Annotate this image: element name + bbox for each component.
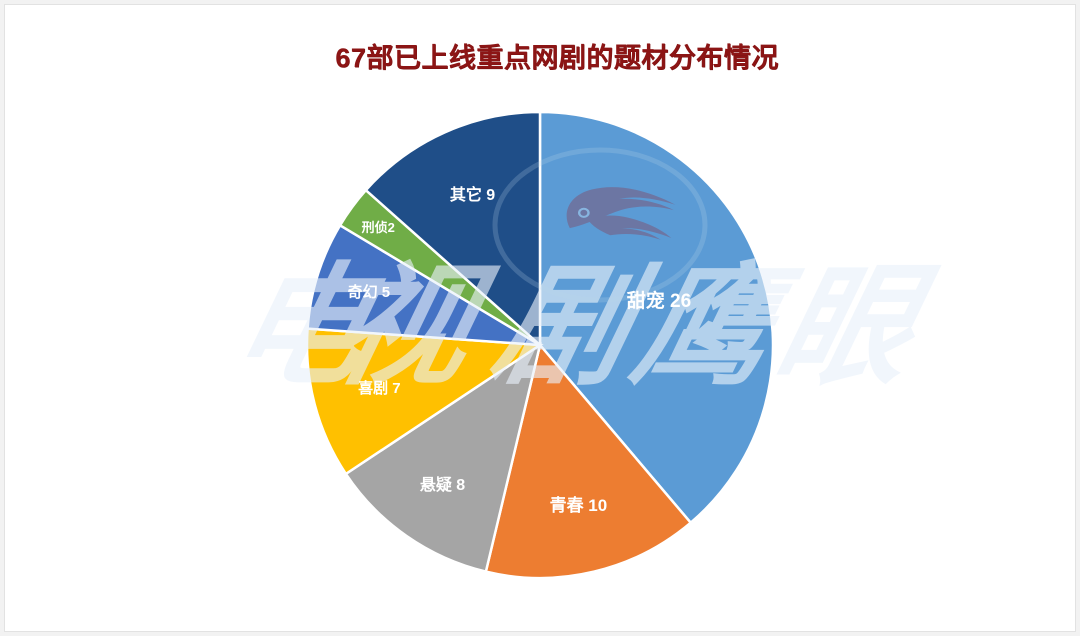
svg-text:甜宠 26: 甜宠 26	[627, 289, 691, 312]
svg-text:青春 10: 青春 10	[550, 495, 608, 515]
svg-text:奇幻 5: 奇幻 5	[348, 283, 391, 301]
svg-text:其它 9: 其它 9	[450, 185, 495, 204]
svg-text:眼: 眼	[763, 254, 944, 401]
svg-text:喜剧 7: 喜剧 7	[358, 379, 401, 397]
svg-text:悬疑 8: 悬疑 8	[419, 476, 465, 494]
svg-text:刑侦2: 刑侦2	[362, 220, 395, 235]
